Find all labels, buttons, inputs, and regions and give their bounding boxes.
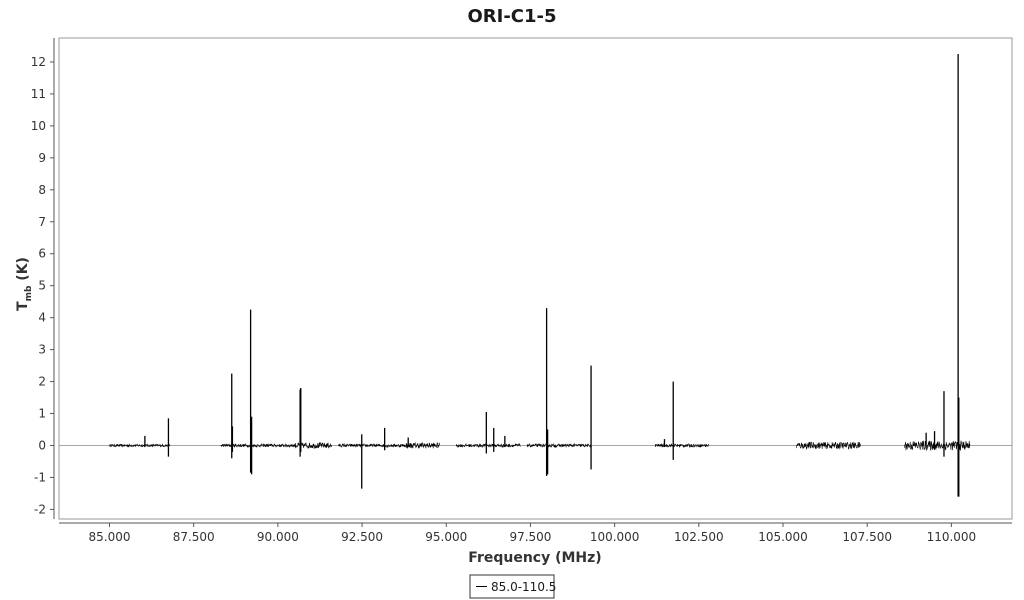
y-axis-label: Tmb (K): [15, 257, 34, 311]
x-tick-label: 107.500: [842, 530, 892, 544]
chart-title: ORI-C1-5: [467, 6, 556, 27]
plot-frame: [58, 37, 1013, 520]
y-tick-label: 10: [31, 119, 46, 133]
y-axis-label-sub: mb: [24, 285, 34, 301]
x-tick-label: 110.000: [927, 530, 977, 544]
y-tick-label: 0: [38, 438, 46, 452]
x-tick-label: 87.500: [173, 530, 215, 544]
legend-label: 85.0-110.5: [491, 580, 556, 594]
x-tick-label: 90.000: [257, 530, 299, 544]
legend-box: [469, 574, 555, 599]
y-axis-label-main: T: [15, 301, 31, 311]
x-tick-label: 85.000: [89, 530, 131, 544]
spectrum-noise-segment: [456, 442, 521, 449]
y-axis-label-unit: (K): [15, 257, 31, 286]
y-tick-label: 12: [31, 55, 46, 69]
x-tick-label: 95.000: [425, 530, 467, 544]
x-tick-label: 100.000: [590, 530, 640, 544]
y-tick-label: 6: [38, 247, 46, 261]
x-axis-label: Frequency (MHz): [468, 550, 601, 566]
y-tick-label: -2: [34, 502, 46, 516]
spectrum-noise-segment: [796, 441, 861, 451]
y-tick-label: -1: [34, 470, 46, 484]
y-tick-label: 2: [38, 375, 46, 389]
x-tick-label: 97.500: [509, 530, 551, 544]
x-tick-label: 105.000: [758, 530, 808, 544]
spectrum-noise-segment: [109, 443, 171, 448]
y-tick-label: 8: [38, 183, 46, 197]
spectrum-noise-segment: [526, 442, 592, 449]
spectrum-noise-segment: [405, 441, 440, 449]
y-tick-label: 9: [38, 151, 46, 165]
y-tick-label: 4: [38, 311, 46, 325]
y-tick-label: 11: [31, 87, 46, 101]
y-tick-label: 3: [38, 343, 46, 357]
y-tick-label: 7: [38, 215, 46, 229]
y-tick-label: 1: [38, 407, 46, 421]
y-tick-label: 5: [38, 279, 46, 293]
legend[interactable]: 85.0-110.5: [469, 574, 556, 599]
x-axis-ticks: 85.000 87.500 90.000 92.500 95.000 97.500 100.…: [89, 523, 977, 544]
x-tick-label: 102.500: [674, 530, 724, 544]
spectrum-noise-segment: [338, 443, 407, 449]
spectrum-series: [109, 53, 971, 497]
x-tick-label: 92.500: [341, 530, 383, 544]
